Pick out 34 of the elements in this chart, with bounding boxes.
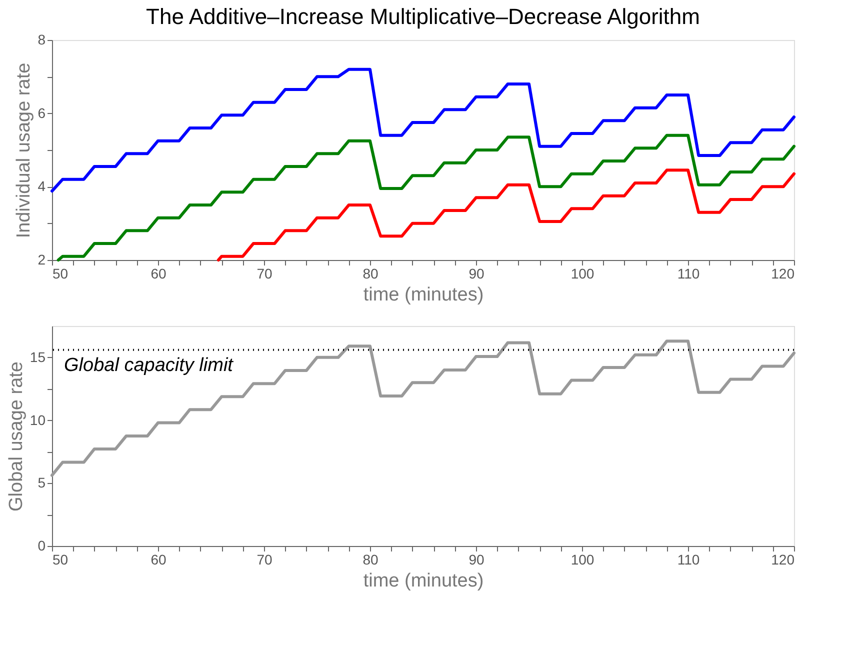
ref-line-label: Global capacity limit — [64, 354, 234, 376]
x-tick-label: 120 — [771, 552, 795, 568]
y-axis-title: Individual usage rate — [14, 62, 35, 238]
y-tick-label: 0 — [38, 538, 46, 554]
x-tick-label: 90 — [468, 552, 484, 568]
y-axis-title: Global usage rate — [6, 362, 27, 512]
x-tick-label: 50 — [52, 266, 68, 282]
y-tick-label: 5 — [38, 474, 46, 491]
y-tick-label: 10 — [30, 412, 46, 428]
x-tick-label: 100 — [570, 552, 594, 568]
x-tick-label: 120 — [771, 266, 795, 282]
y-tick-label: 2 — [38, 252, 46, 268]
x-tick-label: 90 — [468, 266, 484, 282]
x-tick-label: 60 — [150, 552, 166, 568]
y-tick-label: 15 — [30, 348, 46, 365]
x-tick-label: 110 — [677, 266, 700, 282]
x-tick-label: 80 — [362, 552, 378, 568]
line-series — [56, 134, 796, 262]
y-tick-label: 8 — [38, 32, 46, 48]
line-series — [216, 168, 796, 262]
x-tick-label: 60 — [150, 266, 166, 282]
x-tick-label: 70 — [256, 266, 272, 282]
x-tick-label: 110 — [677, 552, 700, 568]
line-series — [50, 68, 796, 193]
y-tick-label: 6 — [38, 104, 46, 121]
chart-title: The Additive–Increase Multiplicative–Decrease Algorithm — [146, 4, 700, 29]
x-tick-label: 50 — [52, 552, 68, 568]
y-tick-label: 4 — [38, 178, 46, 194]
x-tick-label: 70 — [256, 552, 272, 568]
x-axis-title: time (minutes) — [363, 284, 484, 306]
x-axis-title: time (minutes) — [363, 570, 484, 592]
x-tick-label: 80 — [362, 266, 378, 282]
line-series — [50, 340, 796, 477]
x-tick-label: 100 — [570, 266, 594, 282]
